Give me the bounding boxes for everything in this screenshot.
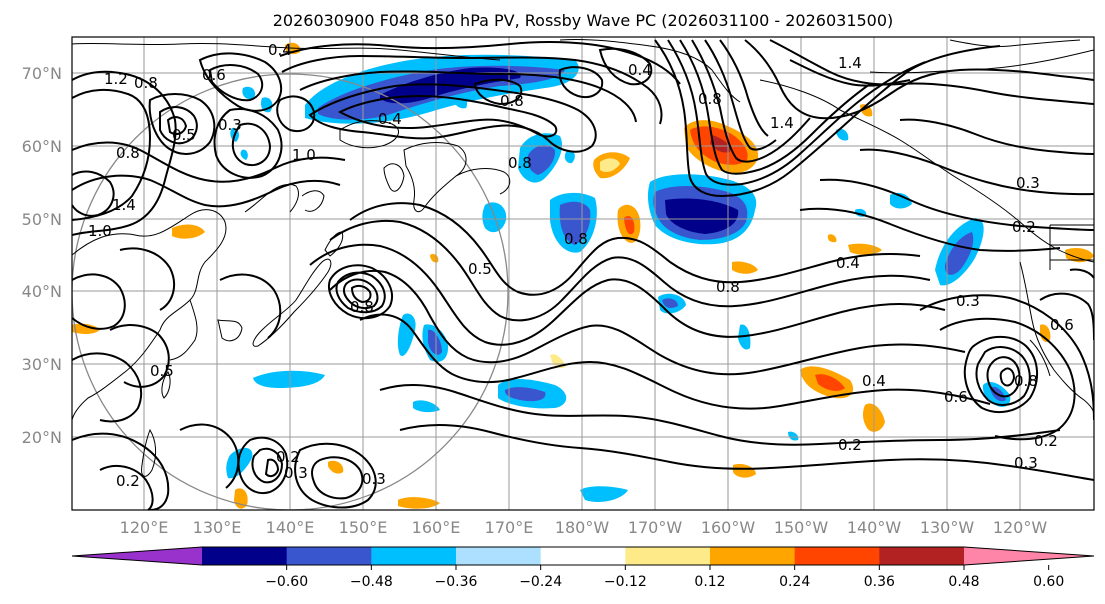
coastlines <box>72 38 1094 477</box>
contour-label: 0.6 <box>944 388 968 406</box>
contour-label: 1.4 <box>770 114 794 132</box>
contour-label: 0.2 <box>1034 432 1058 450</box>
colorbar: −0.60 −0.48 −0.36 −0.24 −0.12 0.12 0.24 0.36 0.4… <box>71 546 1095 590</box>
lon-label: 160°E <box>412 518 461 537</box>
lon-label: 120°W <box>993 518 1048 537</box>
colorbar-segment <box>625 547 711 565</box>
contour-label: 1.0 <box>292 146 316 164</box>
colorbar-extend-min <box>72 547 202 565</box>
colorbar-tick-label: 0.48 <box>948 574 979 590</box>
pv-contours <box>72 39 1094 510</box>
colorbar-ticks: −0.60 −0.48 −0.36 −0.24 −0.12 0.12 0.24 0.36 0.4… <box>265 565 1064 590</box>
map-panel: 0.4 1.2 0.8 0.6 0.5 0.8 1.4 1.0 0.3 0.4 … <box>22 36 1095 537</box>
colorbar-segment <box>794 547 880 565</box>
lat-label: 70°N <box>22 64 62 83</box>
contour-label: 0.4 <box>268 41 292 59</box>
map-background <box>72 37 1094 510</box>
lat-label: 50°N <box>22 210 62 229</box>
colorbar-tick-label: −0.36 <box>435 574 478 590</box>
contour-label: 0.5 <box>172 126 196 144</box>
contour-label: 0.4 <box>862 372 886 390</box>
colorbar-tick-label: −0.24 <box>519 574 562 590</box>
colorbar-segment <box>540 547 626 565</box>
colorbar-tick-label: −0.12 <box>604 574 647 590</box>
contour-label: 1.2 <box>104 70 128 88</box>
contour-label: 0.2 <box>116 472 140 490</box>
lon-label: 130°W <box>920 518 975 537</box>
contour-label: 0.6 <box>1050 316 1074 334</box>
lat-label: 30°N <box>22 355 62 374</box>
contour-label: 0.8 <box>116 144 140 162</box>
map-frame <box>71 36 1095 511</box>
contour-label: 0.8 <box>500 92 524 110</box>
lon-label: 160°W <box>701 518 756 537</box>
colorbar-segment <box>202 547 288 565</box>
contour-label: 0.3 <box>1016 174 1040 192</box>
lat-label: 60°N <box>22 137 62 156</box>
contour-label: 0.8 <box>1014 372 1038 390</box>
pv-anomaly-shading <box>72 42 1094 509</box>
colorbar-segment <box>710 547 796 565</box>
contour-label: 0.8 <box>508 154 532 172</box>
range-circle <box>72 73 509 510</box>
colorbar-outline <box>71 546 1095 566</box>
colorbar-segment <box>879 547 965 565</box>
contour-label: 0.3 <box>1014 454 1038 472</box>
colorbar-segment <box>456 547 542 565</box>
contour-labels: 0.4 1.2 0.8 0.6 0.5 0.8 1.4 1.0 0.3 0.4 … <box>88 41 1074 490</box>
lon-label: 140°E <box>266 518 315 537</box>
colorbar-segments <box>71 546 1095 566</box>
lon-label: 130°E <box>193 518 242 537</box>
lon-label: 150°E <box>339 518 388 537</box>
contour-label: 0.8 <box>134 74 158 92</box>
lat-label: 20°N <box>22 428 62 447</box>
colorbar-tick-label: −0.60 <box>265 574 308 590</box>
colorbar-tick-label: 0.12 <box>694 574 725 590</box>
latitude-labels: 70°N 60°N 50°N 40°N 30°N 20°N <box>22 64 62 447</box>
contour-label: 1.0 <box>88 222 112 240</box>
contour-label: 0.8 <box>350 298 374 316</box>
colorbar-tick-label: 0.24 <box>779 574 810 590</box>
colorbar-extend-max <box>964 547 1094 565</box>
lon-label: 140°W <box>847 518 902 537</box>
colorbar-segment <box>371 547 457 565</box>
contour-label: 1.4 <box>112 196 136 214</box>
lon-label: 170°E <box>485 518 534 537</box>
longitude-labels: 120°E 130°E 140°E 150°E 160°E 170°E 180°… <box>120 518 1048 537</box>
figure-title: 2026030900 F048 850 hPa PV, Rossby Wave … <box>273 11 894 30</box>
contour-label: 0.2 <box>838 436 862 454</box>
contour-label: 0.2 <box>276 448 300 466</box>
colorbar-tick-label: 0.60 <box>1033 574 1064 590</box>
contour-label: 0.2 <box>1012 218 1036 236</box>
contour-label: 0.5 <box>468 260 492 278</box>
contour-label: 0.4 <box>836 254 860 272</box>
colorbar-segment <box>286 547 372 565</box>
lon-label: 180°W <box>555 518 610 537</box>
contour-label: 0.4 <box>628 61 652 79</box>
contour-label: 0.8 <box>698 90 722 108</box>
contour-label: 0.8 <box>564 230 588 248</box>
lat-label: 40°N <box>22 282 62 301</box>
contour-label: 0.3 <box>362 470 386 488</box>
colorbar-tick-label: −0.48 <box>350 574 393 590</box>
contour-label: 1.4 <box>838 54 862 72</box>
lon-label: 170°W <box>628 518 683 537</box>
lon-label: 120°E <box>120 518 169 537</box>
contour-label: 0.8 <box>716 278 740 296</box>
contour-label: 0.4 <box>378 110 402 128</box>
colorbar-tick-label: 0.36 <box>864 574 895 590</box>
contour-label: 0.3 <box>284 464 308 482</box>
lon-label: 150°W <box>774 518 829 537</box>
contour-label: 0.3 <box>218 116 242 134</box>
contour-label: 0.3 <box>956 292 980 310</box>
contour-label: 0.6 <box>202 66 226 84</box>
contour-label: 0.5 <box>150 362 174 380</box>
